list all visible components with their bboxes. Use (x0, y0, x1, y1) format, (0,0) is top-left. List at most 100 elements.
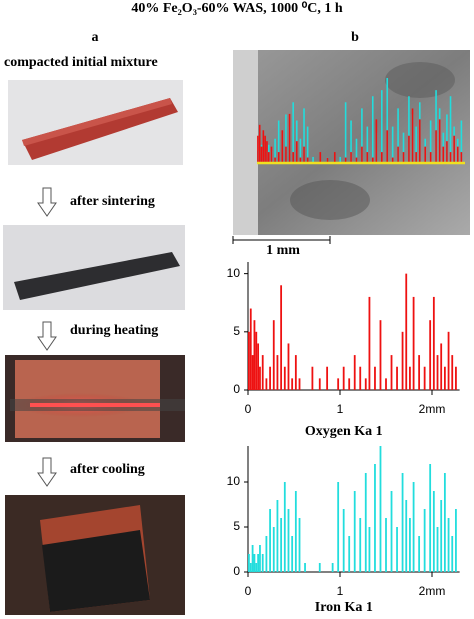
overlay-bar (285, 146, 287, 163)
overlay-bar (371, 157, 374, 163)
bar (265, 378, 268, 390)
bar (432, 491, 435, 572)
bar (364, 378, 367, 390)
overlay-bar (299, 157, 302, 163)
bar (405, 273, 408, 390)
photo-heating (5, 355, 185, 442)
overlay-bar (361, 108, 363, 163)
bar (318, 563, 321, 572)
bar (440, 500, 443, 572)
overlay-bar (446, 141, 448, 163)
bar (359, 518, 362, 572)
overlay-bar (453, 135, 455, 163)
bar (440, 343, 443, 390)
bar (294, 355, 297, 390)
overlay-bar (371, 96, 374, 163)
bar (374, 464, 376, 572)
x-tick-label: 2mm (419, 584, 446, 598)
sem-overlay (257, 78, 463, 163)
bar (348, 378, 351, 390)
overlay-bar (435, 130, 437, 163)
bar (287, 343, 290, 390)
arrow (37, 187, 57, 217)
overlay-bar (344, 157, 347, 163)
figure-title: 40% Fe₂O₃-60% WAS, 1000 ⁰C, 1 h (131, 1, 343, 16)
bar (311, 366, 314, 390)
overlay-bar (391, 157, 394, 163)
overlay-bar (262, 130, 265, 163)
overlay-bar (285, 114, 287, 163)
overlay-bar (402, 152, 405, 163)
bar (390, 491, 393, 572)
overlay-bar (288, 113, 291, 163)
step-label: during heating (70, 323, 158, 338)
bar (283, 482, 286, 572)
bar (368, 527, 371, 572)
overlay-bar (292, 152, 294, 163)
bar (276, 355, 279, 390)
bar (443, 366, 446, 390)
bar (253, 320, 256, 390)
overlay-bar (274, 138, 276, 163)
overlay-bar (281, 130, 284, 163)
bar (455, 366, 457, 390)
bar (298, 518, 301, 572)
bar (409, 518, 411, 572)
bar (257, 343, 260, 390)
overlay-bar (402, 132, 405, 163)
bar (253, 554, 256, 572)
overlay-bar (260, 146, 263, 163)
panel-label: b (351, 30, 359, 45)
overlay-bar (344, 102, 347, 163)
bar (429, 320, 432, 390)
overlay-bar (435, 90, 437, 163)
overlay-bar (258, 124, 261, 163)
overlay-bar (381, 152, 383, 163)
overlay-bar (446, 114, 448, 163)
bar (261, 355, 264, 390)
bar (401, 473, 404, 572)
y-tick-label: 5 (233, 324, 240, 338)
bar (251, 545, 254, 572)
bar (251, 355, 254, 390)
bar (337, 378, 340, 390)
overlay-bar (460, 152, 463, 163)
bar (412, 482, 415, 572)
bar (405, 500, 408, 572)
bar (261, 554, 264, 572)
overlay-bar (449, 152, 452, 163)
bar (294, 491, 297, 572)
overlay-bar (355, 138, 358, 163)
overlay-bar (438, 119, 441, 163)
bar (396, 366, 398, 390)
bar (257, 554, 260, 572)
bar (337, 482, 340, 572)
overlay-bar (418, 119, 421, 163)
bar (248, 554, 250, 572)
bar (423, 509, 426, 572)
bar (276, 500, 279, 572)
overlay-bar (292, 102, 294, 163)
bar (304, 563, 306, 572)
bar (348, 536, 351, 572)
bar (418, 355, 421, 390)
scale-bar (232, 236, 331, 244)
overlay-bar (266, 141, 268, 163)
bar (280, 285, 283, 390)
bar (385, 518, 387, 572)
bar (436, 527, 439, 572)
bar (249, 563, 252, 572)
overlay-bar (267, 152, 270, 163)
bar (249, 308, 252, 390)
overlay-bar (429, 120, 432, 163)
overlay-bar (333, 152, 336, 163)
overlay-bar (326, 157, 329, 163)
x-tick-label: 0 (245, 402, 252, 416)
bar (432, 296, 435, 390)
overlay-bar (299, 138, 302, 163)
overlay-bar (391, 126, 394, 163)
overlay-bar (366, 126, 369, 163)
bar (409, 366, 411, 390)
bar (287, 509, 290, 572)
y-tick-label: 10 (227, 474, 241, 488)
